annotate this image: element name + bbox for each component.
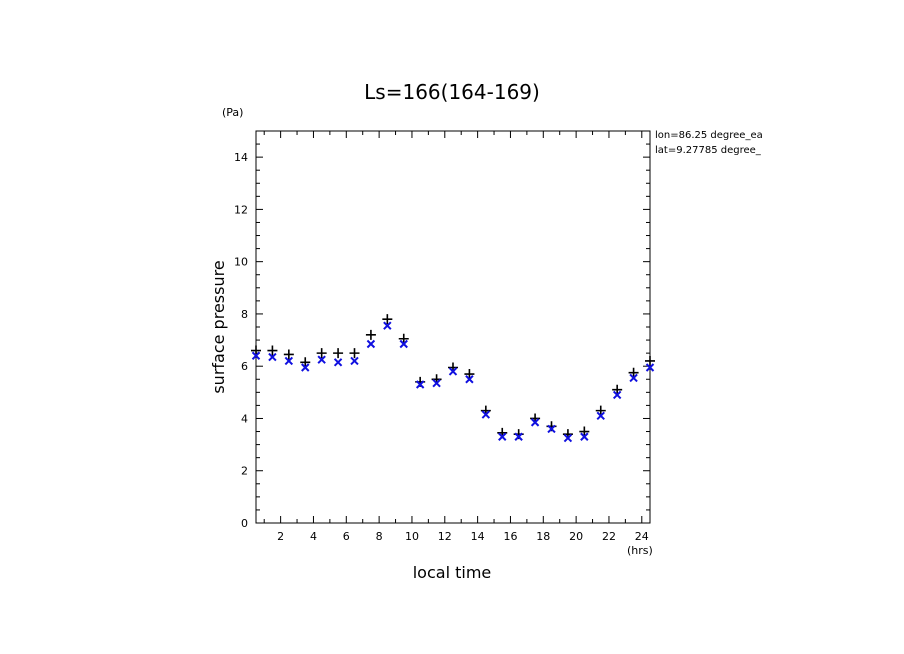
data-point-x (465, 375, 474, 384)
data-point-x (251, 351, 261, 360)
data-point-plus (382, 314, 393, 325)
data-point-x (629, 373, 638, 383)
y-tick-label: 8 (241, 308, 248, 321)
data-point-plus (628, 367, 639, 378)
data-point-x (383, 321, 392, 330)
data-point-x (645, 363, 655, 372)
data-point-x (596, 411, 605, 421)
y-tick-label: 4 (241, 412, 248, 425)
x-tick-label: 8 (376, 530, 383, 543)
data-point-x (432, 378, 441, 388)
data-point-plus (349, 348, 360, 359)
data-point-x (415, 380, 425, 389)
plot-frame (255, 130, 651, 524)
x-unit-label: (hrs) (627, 544, 653, 557)
data-point-plus (333, 348, 344, 359)
data-point-plus (251, 345, 261, 356)
data-point-x (284, 356, 294, 366)
data-point-x (268, 352, 277, 362)
data-point-x (448, 367, 458, 376)
data-point-x (317, 355, 326, 364)
x-tick-label: 14 (471, 530, 485, 543)
series-plus (251, 314, 655, 440)
data-point-x (301, 363, 310, 372)
y-tick-label: 2 (241, 465, 248, 478)
data-point-x (350, 356, 359, 366)
y-tick-label: 14 (234, 151, 248, 164)
data-point-x (399, 339, 408, 349)
data-point-plus (612, 384, 623, 395)
data-point-x (563, 433, 573, 443)
data-point-x (481, 410, 491, 419)
data-point-x (498, 432, 507, 441)
data-point-x (580, 432, 589, 441)
x-tick-label: 20 (569, 530, 583, 543)
series-x (251, 321, 655, 443)
y-tick-label: 6 (241, 360, 248, 373)
x-tick-label: 6 (343, 530, 350, 543)
x-tick-label: 24 (635, 530, 649, 543)
x-axis: 2 4 6 8 10 12 14 16 18 20 22 24 (263, 131, 649, 543)
data-point-x (612, 390, 622, 400)
y-axis: 0 2 4 6 8 10 12 14 (234, 130, 650, 530)
y-unit-label: (Pa) (222, 106, 243, 119)
data-point-plus (365, 329, 376, 340)
data-point-plus (579, 426, 590, 437)
y-tick-label: 10 (234, 256, 248, 269)
x-tick-label: 10 (405, 530, 419, 543)
y-tick-label: 0 (241, 517, 248, 530)
x-tick-label: 2 (277, 530, 284, 543)
data-point-plus (300, 357, 311, 368)
x-axis-label: local time (413, 563, 492, 582)
x-tick-label: 16 (503, 530, 517, 543)
x-tick-label: 22 (602, 530, 616, 543)
y-tick-label: 12 (234, 203, 248, 216)
data-point-plus (464, 369, 475, 380)
x-tick-label: 18 (536, 530, 550, 543)
annotation-lat: lat=9.27785 degree_ (655, 145, 762, 156)
data-point-plus (316, 348, 327, 359)
data-point-plus (595, 405, 606, 416)
data-point-x (333, 358, 343, 367)
data-point-plus (645, 355, 655, 366)
x-tick-label: 4 (310, 530, 317, 543)
data-point-x (366, 339, 376, 349)
chart-title: Ls=166(164-169) (364, 80, 540, 104)
annotation-lon: lon=86.25 degree_ea (655, 130, 763, 141)
data-point-plus (283, 349, 294, 360)
data-point-plus (398, 333, 409, 344)
y-axis-label: surface pressure (209, 260, 228, 393)
data-point-plus (267, 345, 278, 356)
x-tick-label: 12 (438, 530, 452, 543)
data-point-x (547, 424, 556, 434)
data-point-x (514, 432, 523, 441)
data-point-x (530, 418, 540, 427)
